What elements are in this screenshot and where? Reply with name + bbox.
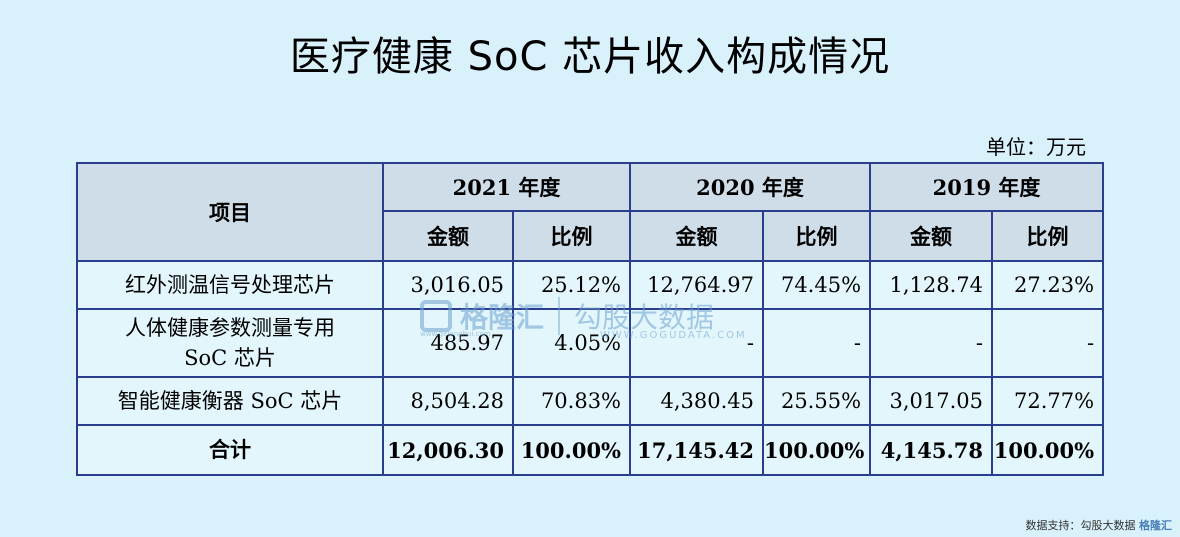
cell-ratio: 25.12% bbox=[511, 260, 632, 310]
cell-ratio: 27.23% bbox=[991, 260, 1105, 310]
cell-ratio: 72.77% bbox=[991, 376, 1105, 426]
cell-ratio: 70.83% bbox=[511, 376, 632, 426]
total-label: 合计 bbox=[76, 424, 384, 476]
cell-ratio: 100.00% bbox=[991, 424, 1105, 476]
table-row-total: 合计 12,006.30 100.00% 17,145.42 100.00% 4… bbox=[76, 424, 1105, 476]
row-item-line: SoC 芯片 bbox=[184, 346, 276, 370]
unit-label: 单位：万元 bbox=[986, 135, 1086, 159]
cell-amount: 12,764.97 bbox=[629, 260, 765, 310]
cell-ratio: - bbox=[991, 308, 1105, 378]
cell-amount: 17,145.42 bbox=[629, 424, 765, 476]
footer-label: 数据支持：勾股大数据 bbox=[1025, 519, 1136, 532]
row-item: 智能健康衡器 SoC 芯片 bbox=[76, 376, 384, 426]
table-row: 智能健康衡器 SoC 芯片 8,504.28 70.83% 4,380.45 2… bbox=[76, 376, 1105, 426]
table-row: 红外测温信号处理芯片 3,016.05 25.12% 12,764.97 74.… bbox=[76, 260, 1105, 310]
table-row: 人体健康参数测量专用 SoC 芯片 485.97 4.05% - - - - bbox=[76, 308, 1105, 378]
footer-credit: 数据支持：勾股大数据 格隆汇 bbox=[1026, 517, 1173, 533]
row-item: 红外测温信号处理芯片 bbox=[76, 260, 384, 310]
cell-ratio: 25.55% bbox=[762, 376, 872, 426]
cell-amount: 12,006.30 bbox=[382, 424, 514, 476]
header-item: 项目 bbox=[76, 162, 384, 262]
cell-amount: - bbox=[629, 308, 765, 378]
header-year-2021: 2021 年度 bbox=[381, 162, 632, 212]
cell-amount: 1,128.74 bbox=[869, 260, 994, 310]
cell-ratio: 74.45% bbox=[762, 260, 872, 310]
cell-amount: - bbox=[869, 308, 994, 378]
row-item-line: 人体健康参数测量专用 bbox=[125, 316, 335, 340]
cell-amount: 3,017.05 bbox=[869, 376, 994, 426]
header-year-2020: 2020 年度 bbox=[629, 162, 872, 212]
cell-amount: 4,145.78 bbox=[869, 424, 994, 476]
page-title: 医疗健康 SoC 芯片收入构成情况 bbox=[289, 34, 891, 80]
cell-ratio: 100.00% bbox=[762, 424, 872, 476]
cell-amount: 3,016.05 bbox=[382, 260, 514, 310]
header-amount: 金额 bbox=[869, 210, 994, 262]
header-ratio: 比例 bbox=[511, 210, 632, 262]
header-year-2019: 2019 年度 bbox=[869, 162, 1105, 212]
revenue-table: 项目 2021 年度 2020 年度 2019 年度 金额 比例 金额 比例 金… bbox=[76, 162, 1105, 476]
header-amount: 金额 bbox=[629, 210, 765, 262]
cell-amount: 8,504.28 bbox=[382, 376, 514, 426]
cell-ratio: - bbox=[762, 308, 872, 378]
footer-logo: 格隆汇 bbox=[1139, 519, 1172, 532]
cell-ratio: 4.05% bbox=[511, 308, 632, 378]
cell-ratio: 100.00% bbox=[511, 424, 632, 476]
cell-amount: 485.97 bbox=[382, 308, 514, 378]
cell-amount: 4,380.45 bbox=[629, 376, 765, 426]
header-ratio: 比例 bbox=[991, 210, 1105, 262]
row-item: 人体健康参数测量专用 SoC 芯片 bbox=[76, 308, 384, 378]
header-ratio: 比例 bbox=[762, 210, 872, 262]
header-amount: 金额 bbox=[382, 210, 514, 262]
